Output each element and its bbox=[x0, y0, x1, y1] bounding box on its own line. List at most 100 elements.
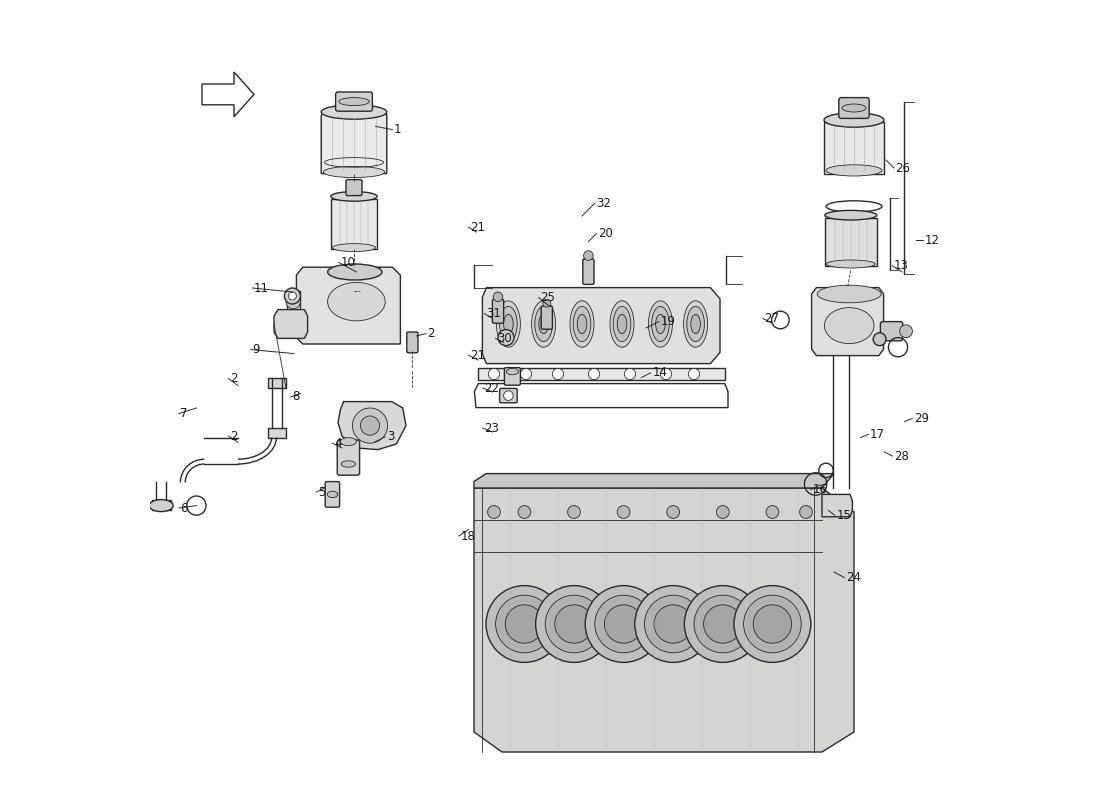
FancyBboxPatch shape bbox=[880, 322, 903, 341]
Circle shape bbox=[716, 506, 729, 518]
Circle shape bbox=[766, 506, 779, 518]
Polygon shape bbox=[822, 494, 853, 517]
Circle shape bbox=[617, 506, 630, 518]
Ellipse shape bbox=[648, 301, 672, 347]
FancyBboxPatch shape bbox=[583, 258, 594, 284]
Text: 16: 16 bbox=[813, 483, 827, 496]
Text: 5: 5 bbox=[318, 486, 326, 498]
Circle shape bbox=[542, 299, 551, 307]
Text: 17: 17 bbox=[870, 428, 886, 441]
Text: 2: 2 bbox=[428, 327, 436, 340]
Circle shape bbox=[800, 506, 813, 518]
Text: 31: 31 bbox=[486, 307, 500, 320]
FancyBboxPatch shape bbox=[338, 440, 360, 475]
Ellipse shape bbox=[691, 314, 701, 334]
Circle shape bbox=[498, 330, 514, 346]
Circle shape bbox=[660, 368, 672, 380]
Polygon shape bbox=[296, 267, 400, 344]
Circle shape bbox=[734, 586, 811, 662]
Polygon shape bbox=[331, 199, 377, 250]
Circle shape bbox=[604, 605, 642, 643]
Polygon shape bbox=[812, 288, 883, 355]
Text: 6: 6 bbox=[180, 502, 188, 514]
Text: 15: 15 bbox=[836, 509, 851, 522]
Circle shape bbox=[554, 605, 593, 643]
Ellipse shape bbox=[539, 314, 549, 334]
Circle shape bbox=[585, 586, 662, 662]
Ellipse shape bbox=[531, 301, 556, 347]
Ellipse shape bbox=[499, 306, 517, 342]
Ellipse shape bbox=[150, 499, 173, 512]
Text: 9: 9 bbox=[252, 343, 260, 356]
Polygon shape bbox=[338, 402, 406, 450]
Circle shape bbox=[488, 368, 499, 380]
Circle shape bbox=[352, 408, 387, 443]
Polygon shape bbox=[824, 122, 884, 174]
Ellipse shape bbox=[341, 461, 355, 467]
Circle shape bbox=[625, 368, 636, 380]
Polygon shape bbox=[268, 378, 286, 388]
FancyBboxPatch shape bbox=[541, 306, 552, 330]
Text: 30: 30 bbox=[497, 332, 512, 345]
Ellipse shape bbox=[504, 314, 514, 334]
Ellipse shape bbox=[842, 104, 866, 112]
Text: 20: 20 bbox=[598, 227, 613, 240]
Circle shape bbox=[546, 595, 603, 653]
Text: 14: 14 bbox=[652, 366, 668, 379]
Ellipse shape bbox=[332, 243, 375, 251]
Circle shape bbox=[518, 506, 531, 518]
Ellipse shape bbox=[825, 210, 877, 220]
Text: 26: 26 bbox=[895, 162, 911, 174]
Text: 32: 32 bbox=[596, 197, 612, 210]
Text: 13: 13 bbox=[894, 259, 909, 272]
Circle shape bbox=[496, 595, 553, 653]
Text: 28: 28 bbox=[894, 450, 909, 462]
Circle shape bbox=[487, 506, 500, 518]
Circle shape bbox=[568, 506, 581, 518]
Polygon shape bbox=[825, 218, 877, 266]
Text: 8: 8 bbox=[293, 390, 300, 403]
Ellipse shape bbox=[331, 192, 377, 202]
Ellipse shape bbox=[686, 306, 704, 342]
Circle shape bbox=[900, 325, 912, 338]
FancyBboxPatch shape bbox=[346, 180, 362, 196]
FancyBboxPatch shape bbox=[505, 368, 520, 386]
Bar bbox=[287, 291, 299, 315]
Ellipse shape bbox=[506, 368, 518, 374]
Ellipse shape bbox=[824, 308, 874, 344]
Circle shape bbox=[588, 368, 600, 380]
Circle shape bbox=[504, 391, 514, 401]
Ellipse shape bbox=[613, 306, 630, 342]
Circle shape bbox=[285, 288, 300, 304]
Circle shape bbox=[694, 595, 751, 653]
FancyBboxPatch shape bbox=[839, 98, 869, 118]
Circle shape bbox=[584, 251, 593, 261]
Polygon shape bbox=[274, 310, 308, 338]
Text: 3: 3 bbox=[387, 430, 394, 443]
Polygon shape bbox=[478, 368, 725, 380]
Text: 12: 12 bbox=[924, 234, 939, 246]
Text: 25: 25 bbox=[540, 291, 556, 304]
Circle shape bbox=[493, 292, 503, 302]
Ellipse shape bbox=[570, 301, 594, 347]
Text: 19: 19 bbox=[660, 315, 675, 328]
Circle shape bbox=[744, 595, 801, 653]
Circle shape bbox=[595, 595, 652, 653]
Ellipse shape bbox=[683, 301, 707, 347]
Circle shape bbox=[667, 506, 680, 518]
Text: 22: 22 bbox=[484, 382, 499, 394]
Circle shape bbox=[689, 368, 700, 380]
Text: 4: 4 bbox=[334, 437, 341, 450]
Text: 7: 7 bbox=[180, 407, 188, 420]
FancyBboxPatch shape bbox=[499, 389, 517, 403]
Circle shape bbox=[645, 595, 702, 653]
Ellipse shape bbox=[617, 314, 627, 334]
Text: 23: 23 bbox=[484, 422, 499, 434]
Circle shape bbox=[754, 605, 792, 643]
Text: 2: 2 bbox=[230, 372, 238, 385]
Ellipse shape bbox=[824, 113, 884, 127]
Circle shape bbox=[684, 586, 761, 662]
Text: 29: 29 bbox=[914, 412, 929, 425]
Polygon shape bbox=[268, 428, 286, 438]
Circle shape bbox=[635, 586, 712, 662]
